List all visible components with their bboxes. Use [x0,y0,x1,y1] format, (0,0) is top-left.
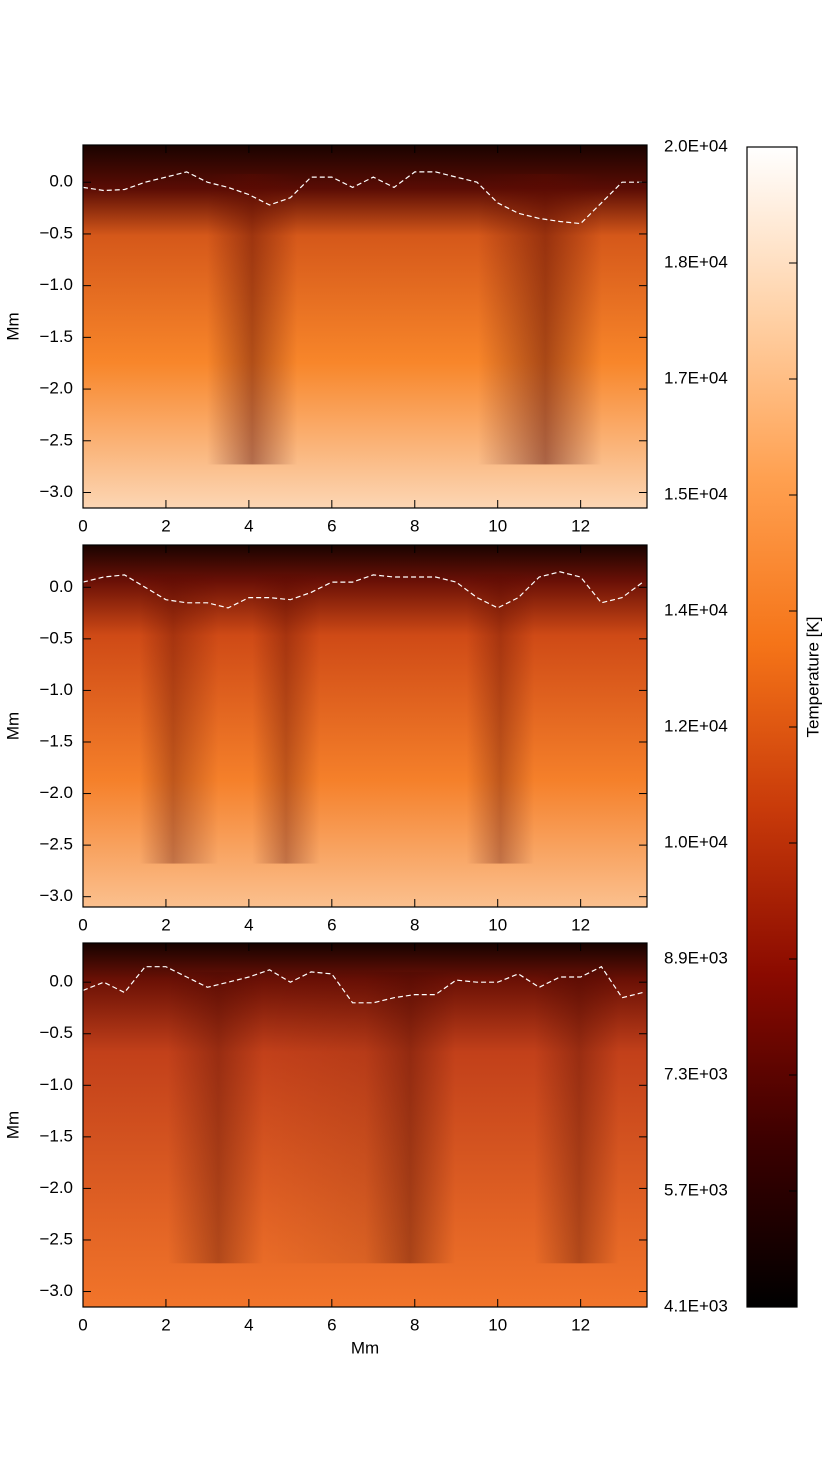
x-tick-label: 0 [78,1315,87,1334]
colorbar-tick-label: 7.3E+03 [664,1064,728,1083]
x-tick-label: 4 [244,1315,253,1334]
x-tick-label: 12 [571,516,590,535]
colorbar [746,146,798,1308]
contour-line [82,965,644,1004]
colorbar-tick-label: 8.9E+03 [664,948,728,967]
colorbar-tick-label: 4.1E+03 [664,1296,728,1315]
y-tick-label: −2.5 [39,835,73,854]
y-axis-label: Mm [3,712,22,740]
x-tick-label: 10 [488,516,507,535]
y-tick-label: −2.0 [39,379,73,398]
x-tick-label: 4 [244,516,253,535]
y-tick-label: −1.0 [39,1075,73,1094]
x-tick-label: 4 [244,915,253,934]
y-tick-label: −2.0 [39,783,73,802]
contour-line [82,571,644,609]
x-tick-label: 10 [488,1315,507,1334]
y-tick-label: −1.5 [39,1126,73,1145]
y-tick-label: 0.0 [49,172,73,191]
colorbar-tick-label: 1.7E+04 [664,368,728,387]
y-tick-label: −2.5 [39,1229,73,1248]
y-tick-label: 0.0 [49,577,73,596]
y-tick-label: −0.5 [39,1023,73,1042]
x-axis-label: Mm [351,1338,379,1357]
colorbar-tick-label: 1.5E+04 [664,484,728,503]
colorbar-tick-label: 2.0E+04 [664,136,728,155]
colorbar-label: Temperature [K] [803,617,822,738]
y-tick-label: −1.5 [39,731,73,750]
colorbar-tick-label: 1.2E+04 [664,716,728,735]
x-tick-label: 8 [410,915,419,934]
colorbar-tick-label: 1.8E+04 [664,252,728,271]
y-tick-label: −3.0 [39,886,73,905]
y-tick-label: −2.5 [39,430,73,449]
colorbar-tick-label: 1.4E+04 [664,600,728,619]
x-tick-label: 6 [327,1315,336,1334]
x-tick-label: 2 [161,915,170,934]
plot-frame [82,544,648,908]
y-tick-label: −1.5 [39,327,73,346]
colorbar-tick-label: 1.0E+04 [664,832,728,851]
y-tick-label: −3.0 [39,482,73,501]
x-tick-label: 8 [410,516,419,535]
y-tick-label: −0.5 [39,628,73,647]
x-tick-label: 12 [571,1315,590,1334]
x-tick-label: 6 [327,915,336,934]
colorbar-tick-label: 5.7E+03 [664,1180,728,1199]
x-tick-label: 8 [410,1315,419,1334]
x-tick-label: 12 [571,915,590,934]
x-tick-label: 6 [327,516,336,535]
heatmap-streaks [83,972,647,1264]
heatmap-streaks [83,174,647,465]
y-tick-label: −3.0 [39,1281,73,1300]
y-tick-label: 0.0 [49,972,73,991]
x-tick-label: 2 [161,516,170,535]
x-tick-label: 0 [78,516,87,535]
plot-frame [82,144,648,509]
y-tick-label: −0.5 [39,223,73,242]
x-tick-label: 2 [161,1315,170,1334]
plot-frame [82,942,648,1308]
y-tick-label: −1.0 [39,275,73,294]
y-tick-label: −1.0 [39,680,73,699]
y-tick-label: −2.0 [39,1178,73,1197]
y-axis-label: Mm [3,312,22,340]
heatmap-streaks [83,573,647,864]
x-tick-label: 10 [488,915,507,934]
y-axis-label: Mm [3,1111,22,1139]
x-tick-label: 0 [78,915,87,934]
